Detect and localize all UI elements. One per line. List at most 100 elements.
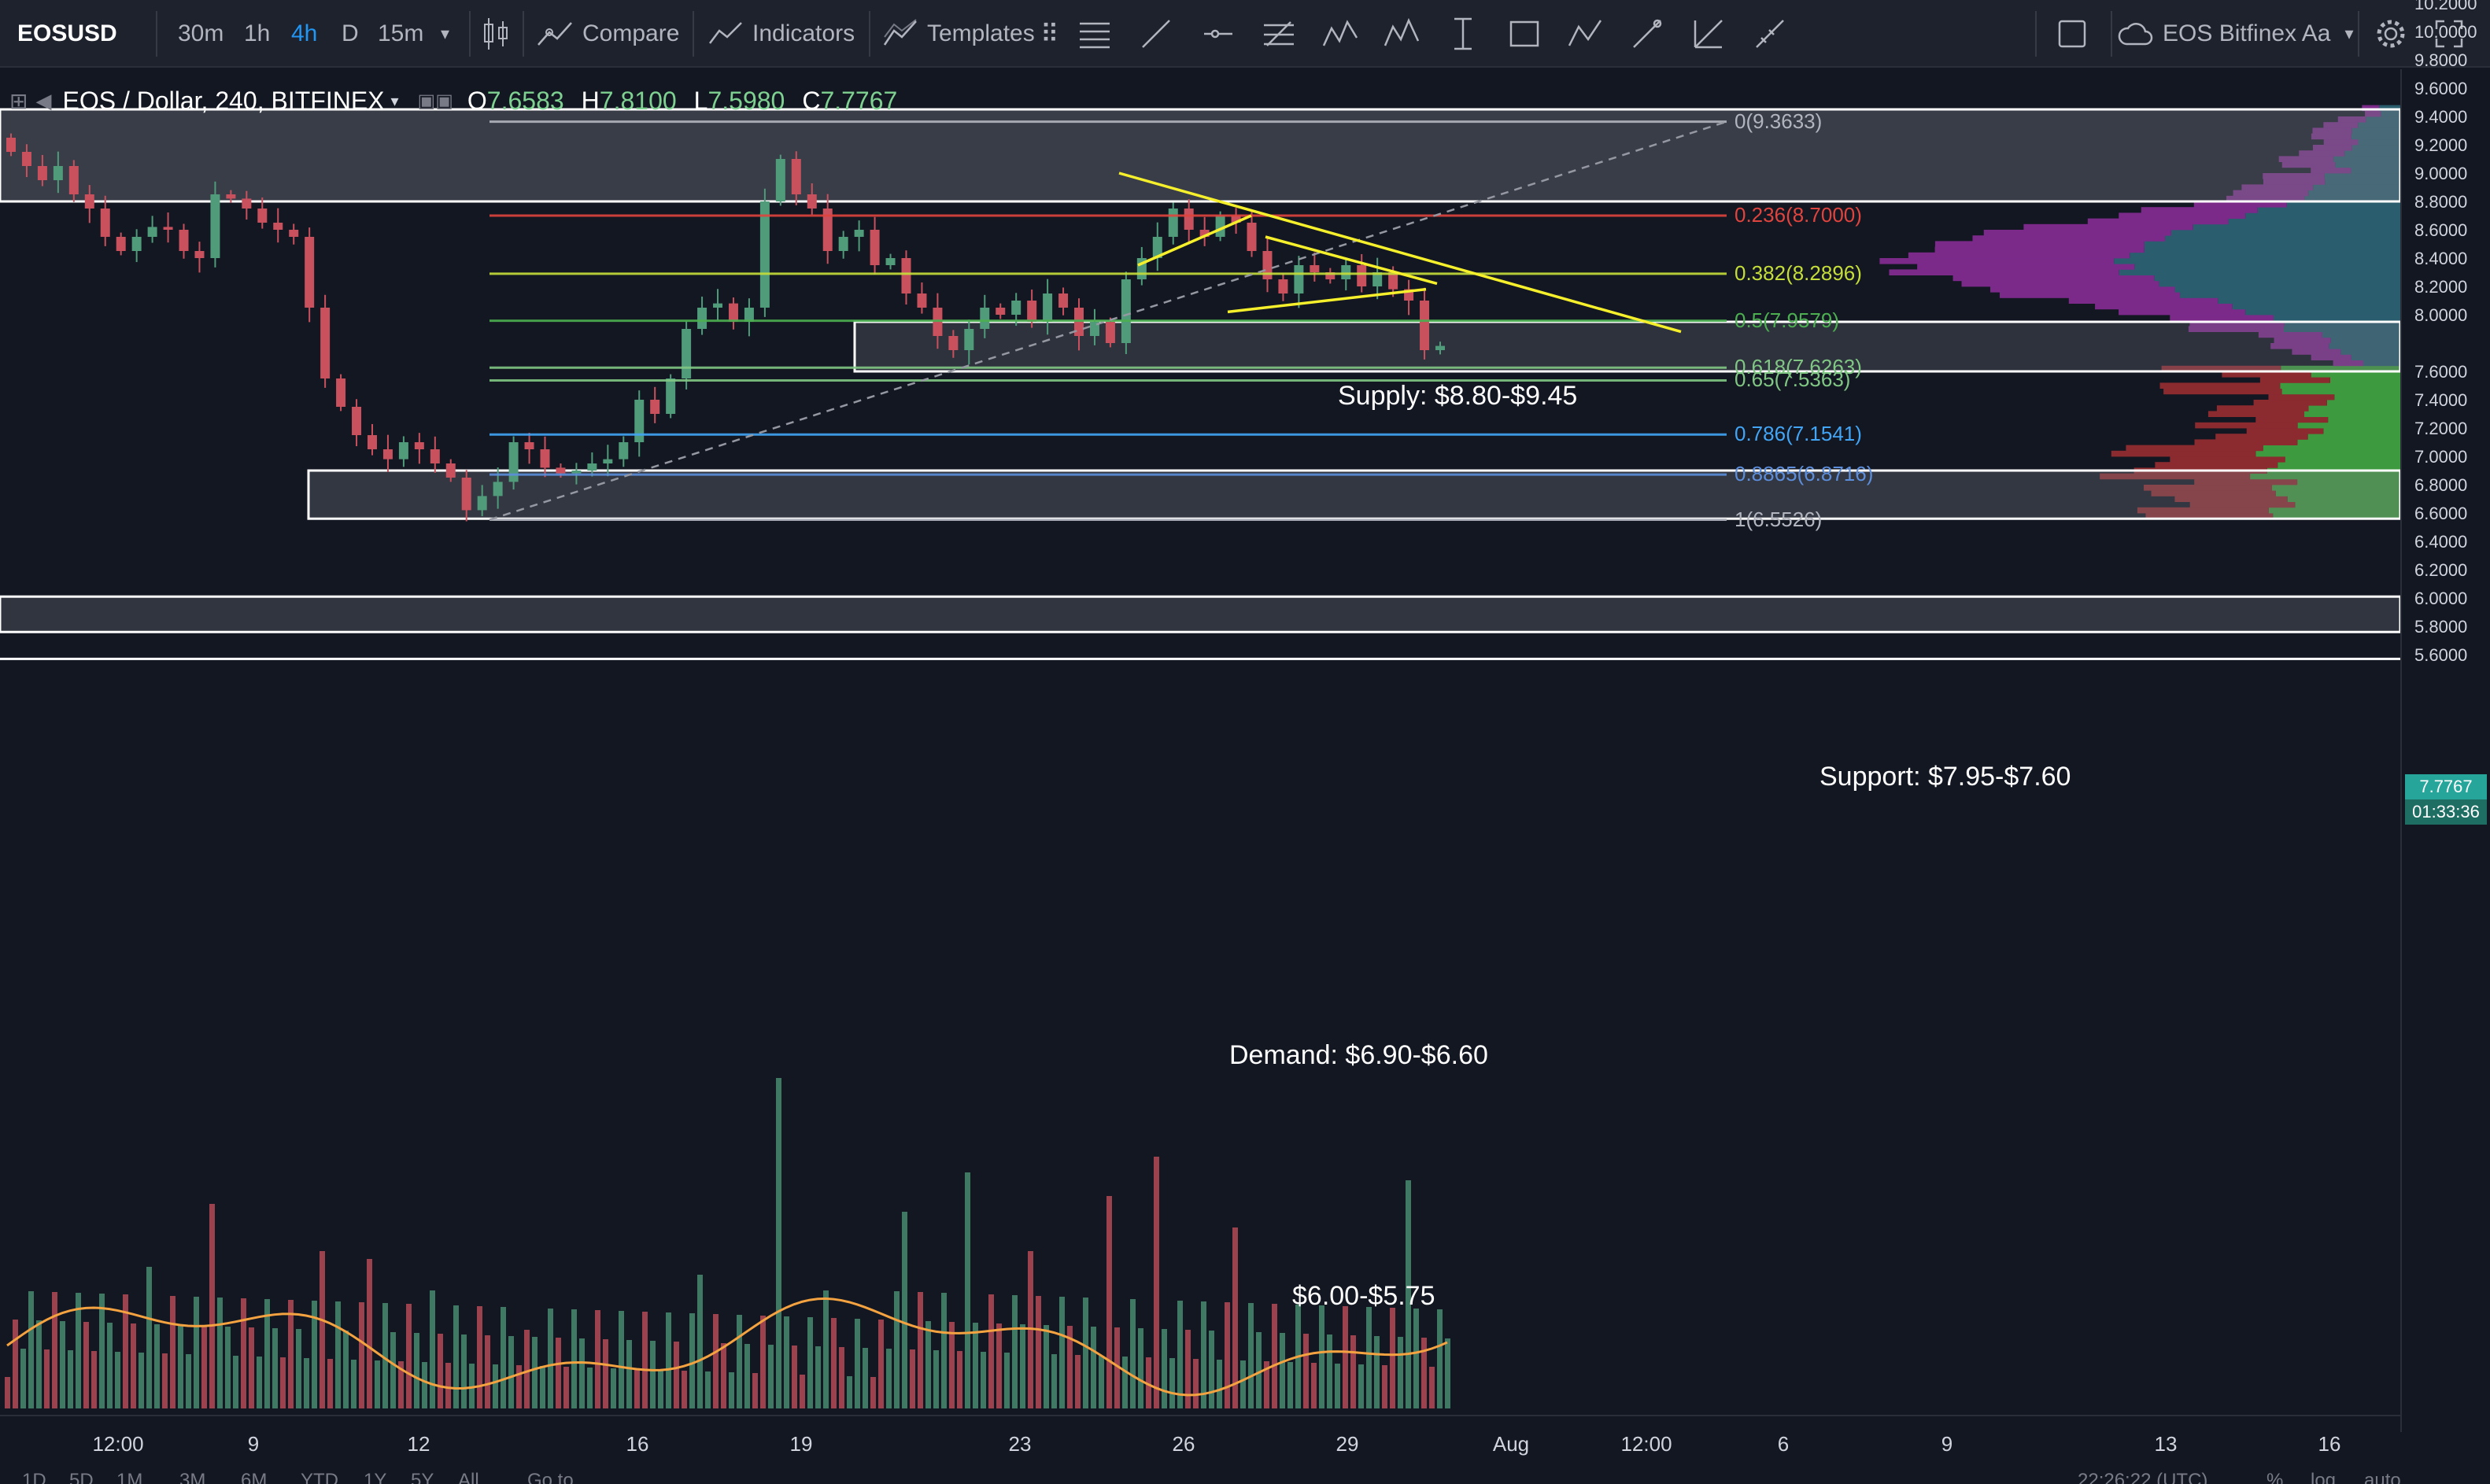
price-tick: 8.4000	[2414, 249, 2468, 268]
candle-style-icon[interactable]	[482, 0, 510, 68]
profile-bar-sell	[2270, 343, 2329, 349]
goto-button[interactable]: Go to...	[527, 1470, 589, 1484]
interval-dropdown-icon[interactable]: ▾	[441, 24, 450, 43]
volume-bar	[682, 1371, 687, 1408]
fullscreen-layout-button[interactable]	[2057, 0, 2087, 68]
profile-bar-sell	[2119, 212, 2246, 219]
profile-bar-buy	[2232, 303, 2400, 310]
volume-bar	[768, 1345, 774, 1408]
volume-bar	[68, 1350, 73, 1408]
volume-bar	[83, 1322, 89, 1408]
interval-1h[interactable]: 1h	[244, 20, 271, 46]
supply-zone[interactable]	[0, 108, 2400, 203]
profile-bar-sell	[2253, 400, 2327, 406]
profile-bar-buy	[2304, 195, 2400, 202]
trendline[interactable]	[1137, 214, 1252, 267]
fib-fan-tool[interactable]	[1678, 0, 1739, 68]
auto-toggle[interactable]: auto	[2364, 1470, 2401, 1484]
volume-bar	[1169, 1358, 1175, 1408]
compare-button[interactable]: Compare	[537, 0, 679, 68]
log-toggle[interactable]: log	[2311, 1470, 2337, 1484]
legend-expand-icon[interactable]: ⊞	[9, 88, 28, 113]
trendlines[interactable]	[1118, 172, 1682, 334]
candle-body	[147, 227, 157, 237]
percent-toggle[interactable]: %	[2266, 1470, 2284, 1484]
volume-bar	[870, 1377, 876, 1408]
volume-bar	[1217, 1360, 1222, 1408]
volume-bar	[194, 1297, 199, 1408]
symbol-search[interactable]: EOSUSD	[17, 20, 117, 46]
templates-icon	[883, 19, 917, 46]
range-ytd[interactable]: YTD	[301, 1470, 338, 1484]
brush-tool[interactable]	[1616, 0, 1678, 68]
layout-button[interactable]: EOS Bitfinex Aa ▾	[2117, 0, 2354, 68]
interval-4h[interactable]: 4h	[291, 20, 318, 46]
volume-bar	[233, 1356, 238, 1408]
price-axis[interactable]: 7.7767 01:33:36 10.2000 10.0000 9.8000 9.60…	[2400, 0, 2490, 1432]
range-1d[interactable]: 1D	[22, 1470, 46, 1484]
time-axis[interactable]: 12:00 9 12 16 19 23 26 29 Aug 12:00 6 9 13 16	[0, 1415, 2400, 1473]
volume-bar	[414, 1333, 419, 1408]
ruler-tool[interactable]	[1739, 0, 1801, 68]
profile-bar-sell	[2258, 331, 2322, 338]
demand-zone[interactable]	[307, 469, 2400, 520]
pitchfork-tool[interactable]	[1248, 0, 1310, 68]
volume-bar	[1020, 1324, 1025, 1408]
legend-title[interactable]: EOS / Dollar, 240, BITFINEX	[62, 86, 385, 115]
measure-tool[interactable]	[1432, 0, 1494, 68]
rectangle-tool[interactable]	[1494, 0, 1555, 68]
lower-zone[interactable]	[0, 595, 2400, 633]
volume-bar	[1225, 1302, 1230, 1408]
profile-bar-sell	[2188, 326, 2285, 332]
legend-dropdown-icon[interactable]: ▾	[390, 92, 399, 110]
indicators-icon	[709, 22, 742, 44]
range-5y[interactable]: 5Y	[411, 1470, 434, 1484]
fib-label: 0.786(7.1541)	[1735, 422, 1862, 446]
elliott-wave-tool[interactable]	[1371, 0, 1432, 68]
time-tick: 9	[247, 1432, 260, 1456]
rectangle-icon	[1509, 20, 1539, 47]
settings-button[interactable]	[2374, 0, 2408, 68]
trend-line-tool[interactable]	[1125, 0, 1187, 68]
indicators-button[interactable]: Indicators	[708, 0, 855, 68]
price-chart[interactable]	[0, 69, 2400, 1415]
interval-30m[interactable]: 30m	[178, 20, 224, 46]
trendline[interactable]	[1265, 235, 1438, 286]
profile-bar-sell	[2299, 150, 2345, 157]
profile-bar-sell	[2241, 184, 2314, 190]
legend-settings-icon[interactable]: ▣▣	[417, 90, 453, 112]
xabcd-pattern-tool[interactable]	[1310, 0, 1371, 68]
range-1m[interactable]: 1M	[116, 1470, 143, 1484]
templates-button[interactable]: Templates	[883, 0, 1035, 68]
range-3m[interactable]: 3M	[179, 1470, 206, 1484]
flag-icon[interactable]: ◀	[35, 88, 52, 113]
range-all[interactable]: All	[458, 1470, 479, 1484]
range-1y[interactable]: 1Y	[364, 1470, 387, 1484]
horizontal-lines-tool[interactable]	[1064, 0, 1125, 68]
range-5d[interactable]: 5D	[69, 1470, 94, 1484]
volume-bar	[1303, 1334, 1309, 1408]
profile-bar-sell	[2194, 478, 2298, 485]
support-zone[interactable]	[853, 320, 2400, 373]
toolbar-divider	[693, 11, 694, 57]
horizontal-ray-tool[interactable]	[1187, 0, 1248, 68]
volume-bar	[831, 1318, 837, 1408]
volume-bar	[619, 1311, 624, 1408]
interval-15m[interactable]: 15m	[378, 20, 424, 46]
trendline[interactable]	[1118, 172, 1682, 334]
range-6m[interactable]: 6M	[241, 1470, 268, 1484]
profile-bar-sell	[2312, 127, 2352, 134]
toolbar-drag-handle-icon[interactable]: ⠿	[1040, 20, 1059, 48]
volume-bars	[5, 1078, 1450, 1408]
interval-d[interactable]: D	[342, 20, 359, 46]
price-tick: 5.8000	[2414, 617, 2468, 637]
fib-retracement[interactable]	[489, 120, 1727, 522]
trendline[interactable]	[1227, 287, 1427, 314]
abcd-pattern-tool[interactable]	[1555, 0, 1616, 68]
volume-bar	[438, 1334, 443, 1408]
cloud-icon	[2118, 23, 2153, 46]
fib-trend-line[interactable]	[489, 120, 1727, 521]
candle-body	[320, 308, 331, 378]
fullscreen-button[interactable]	[2433, 0, 2465, 68]
utc-clock[interactable]: 22:26:22 (UTC)	[2078, 1470, 2208, 1484]
